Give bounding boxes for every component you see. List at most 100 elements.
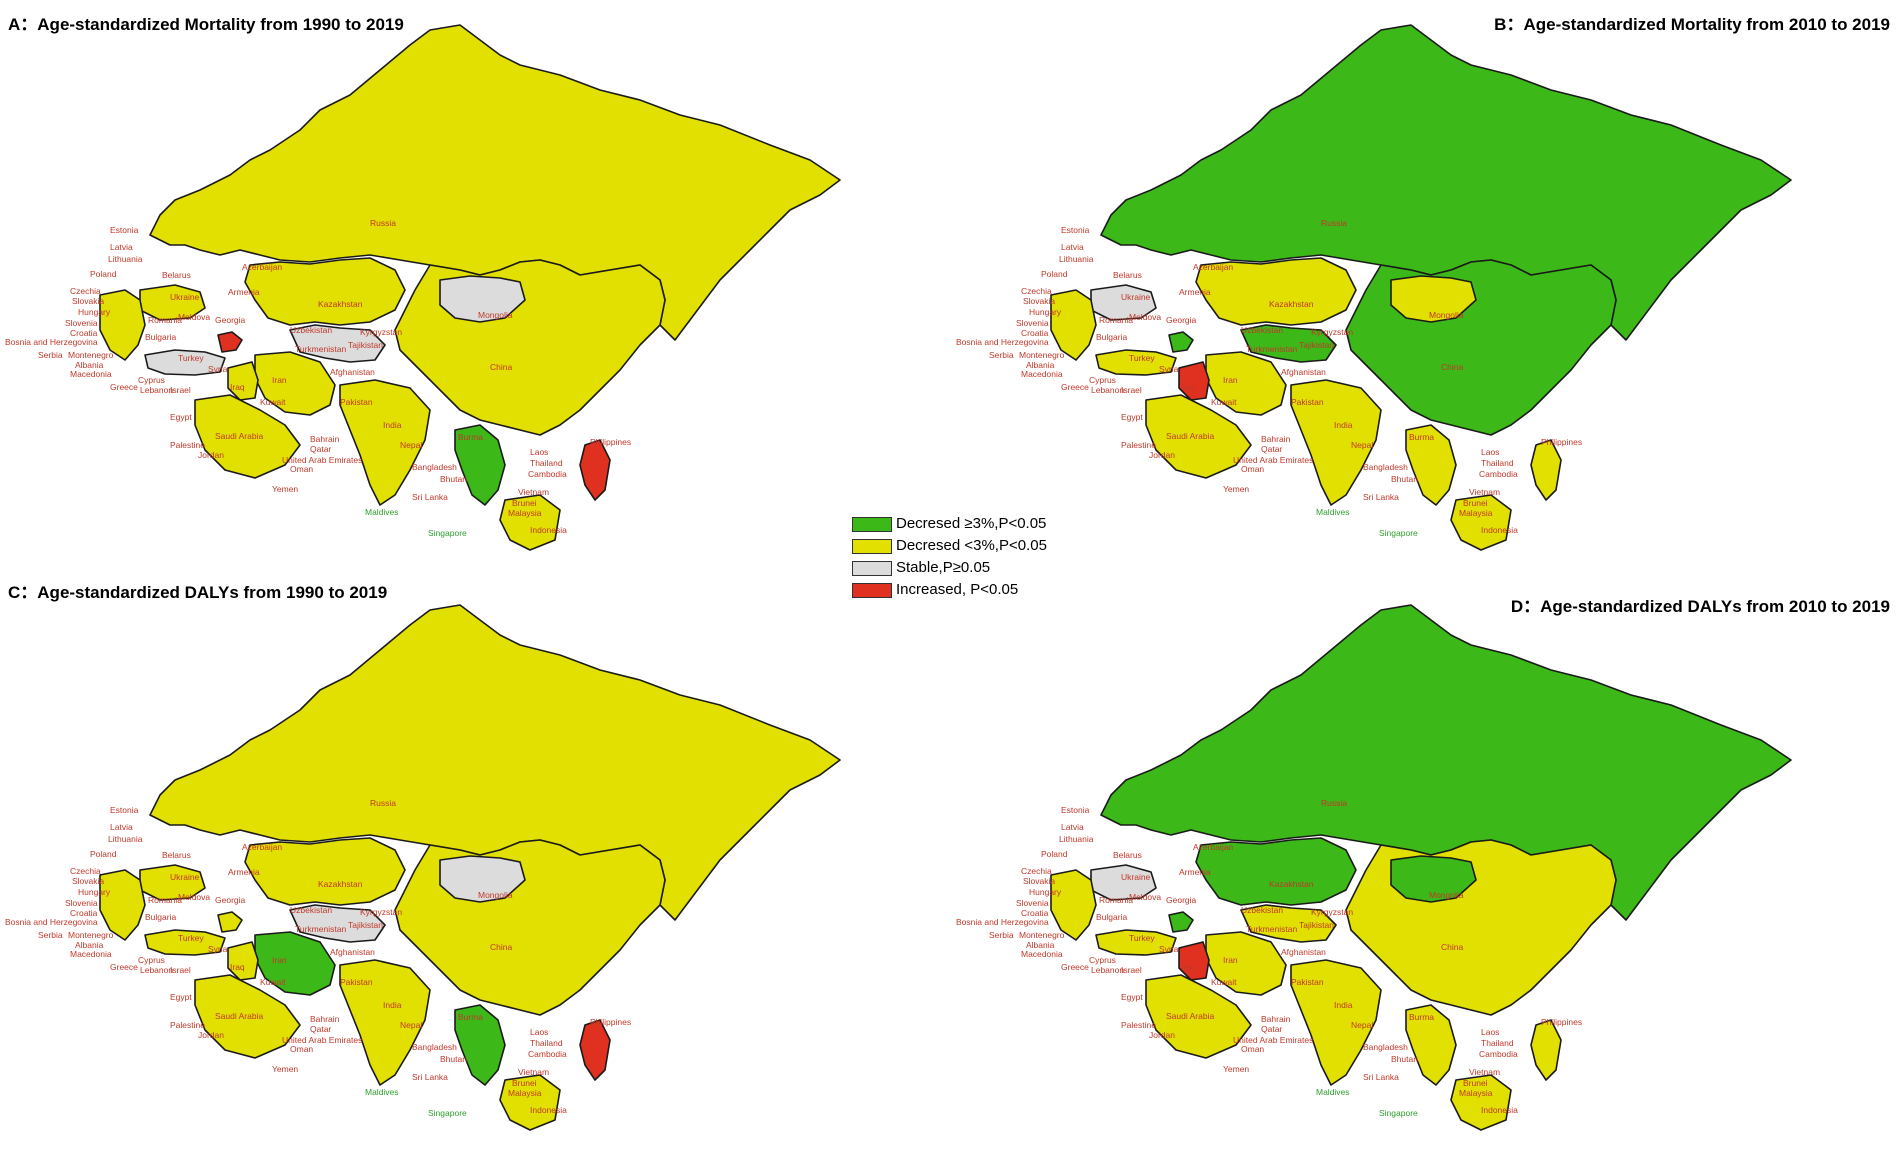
region-kazakhstan: [1195, 837, 1357, 906]
legend-label: Decresed <3%,P<0.05: [896, 537, 1047, 554]
region-caucasus: [217, 331, 243, 353]
country-label: Maldives: [1316, 507, 1350, 517]
legend-swatch: [852, 561, 892, 576]
country-label: Cambodia: [1479, 1049, 1518, 1059]
region-borneo: [1450, 494, 1512, 551]
country-label: Bhutan: [1391, 1054, 1418, 1064]
country-label: Czechia: [70, 866, 101, 876]
country-label: Nepal: [400, 1020, 422, 1030]
country-label: Poland: [1041, 269, 1068, 279]
country-label: Bangladesh: [412, 1042, 457, 1052]
country-label: Philippines: [590, 437, 631, 447]
country-label: Uzbekistan: [290, 905, 332, 915]
country-label: Kazakhstan: [318, 879, 363, 889]
country-label: Thailand: [1481, 458, 1514, 468]
country-label: Egypt: [1121, 992, 1143, 1002]
country-label: Pakistan: [340, 977, 373, 987]
region-kazakhstan: [244, 257, 406, 326]
panel-d-title: D：Age-standardized DALYs from 2010 to 20…: [1510, 597, 1890, 616]
region-iran: [254, 351, 336, 416]
country-label: Tajikistan: [348, 920, 383, 930]
region-china: [1345, 259, 1617, 436]
region-china: [394, 839, 666, 1016]
country-label: Bulgaria: [1096, 912, 1127, 922]
country-label: Nepal: [400, 440, 422, 450]
country-label: Ukraine: [170, 872, 200, 882]
country-label: Bangladesh: [1363, 1042, 1408, 1052]
country-label: Bosnia and Herzegovina: [956, 337, 1049, 347]
country-label: Saudi Arabia: [1166, 1011, 1214, 1021]
country-label: Uzbekistan: [1241, 325, 1283, 335]
country-label: Brunei: [512, 498, 537, 508]
country-label: Jordan: [1149, 1030, 1175, 1040]
region-caucasus: [1168, 331, 1194, 353]
country-label: Cyprus: [1089, 375, 1116, 385]
country-label: Iran: [272, 955, 287, 965]
country-label: Romania: [148, 895, 182, 905]
legend-item-increased: Increased, P<0.05: [852, 580, 1072, 602]
country-label: Slovenia: [1016, 318, 1049, 328]
country-label: Hungary: [78, 307, 111, 317]
country-label: Palestine: [1121, 1020, 1156, 1030]
country-label: Czechia: [1021, 286, 1052, 296]
region-kazakhstan: [244, 837, 406, 906]
country-label: Malaysia: [508, 508, 542, 518]
country-label: Laos: [1481, 1027, 1499, 1037]
country-label: Romania: [1099, 315, 1133, 325]
region-ukraine: [139, 864, 206, 901]
country-label: Estonia: [1061, 805, 1090, 815]
map-a: Estonia Latvia Lithuania Poland CzechiaSlova…: [5, 24, 841, 551]
country-label: Jordan: [198, 450, 224, 460]
country-label: Sri Lanka: [1363, 492, 1399, 502]
region-china: [394, 259, 666, 436]
country-label: Bahrain: [310, 1014, 340, 1024]
country-label: Latvia: [1061, 242, 1084, 252]
region-caucasus: [217, 911, 243, 933]
country-label: Georgia: [215, 315, 246, 325]
country-label: Sri Lanka: [412, 492, 448, 502]
region-indochina: [454, 1004, 506, 1086]
country-label: Maldives: [365, 1087, 399, 1097]
country-label: Lebanon: [140, 965, 173, 975]
country-label: Singapore: [1379, 1108, 1418, 1118]
country-label: Turkmenistan: [295, 344, 346, 354]
region-russia: [149, 604, 841, 921]
country-label: Belarus: [162, 850, 191, 860]
country-label: Montenegro: [68, 350, 114, 360]
country-label: Laos: [1481, 447, 1499, 457]
region-ukraine: [139, 284, 206, 321]
country-label: Ukraine: [1121, 292, 1151, 302]
country-label: Bahrain: [1261, 434, 1291, 444]
country-label: Bhutan: [440, 1054, 467, 1064]
country-label: Georgia: [1166, 895, 1197, 905]
country-label: Philippines: [1541, 1017, 1582, 1027]
country-label: Poland: [90, 269, 117, 279]
country-label: Mongolia: [1429, 890, 1464, 900]
country-label: Kuwait: [1211, 397, 1237, 407]
country-label: Maldives: [1316, 1087, 1350, 1097]
country-label: United Arab Emirates: [282, 1035, 362, 1045]
country-label: Syria: [1159, 364, 1179, 374]
country-label: Tajikistan: [1299, 920, 1334, 930]
region-centralasia: [1240, 904, 1337, 943]
country-label: Qatar: [1261, 1024, 1282, 1034]
country-label: Bhutan: [440, 474, 467, 484]
country-label: Bulgaria: [145, 332, 176, 342]
region-turkey: [1095, 929, 1177, 956]
country-label: Latvia: [1061, 822, 1084, 832]
country-label: Palestine: [170, 440, 205, 450]
country-label: Greece: [110, 962, 138, 972]
country-label: Philippines: [590, 1017, 631, 1027]
legend-label: Stable,P≥0.05: [896, 559, 991, 576]
country-label: Latvia: [110, 242, 133, 252]
region-india: [1290, 959, 1382, 1086]
country-label: Latvia: [110, 822, 133, 832]
country-label: Croatia: [70, 328, 98, 338]
region-iraq: [1178, 941, 1210, 981]
country-label: Armenia: [228, 867, 260, 877]
country-label: Bangladesh: [412, 462, 457, 472]
country-label: Kazakhstan: [1269, 879, 1314, 889]
country-label: Armenia: [1179, 287, 1211, 297]
country-label: Bulgaria: [145, 912, 176, 922]
country-label: Romania: [1099, 895, 1133, 905]
